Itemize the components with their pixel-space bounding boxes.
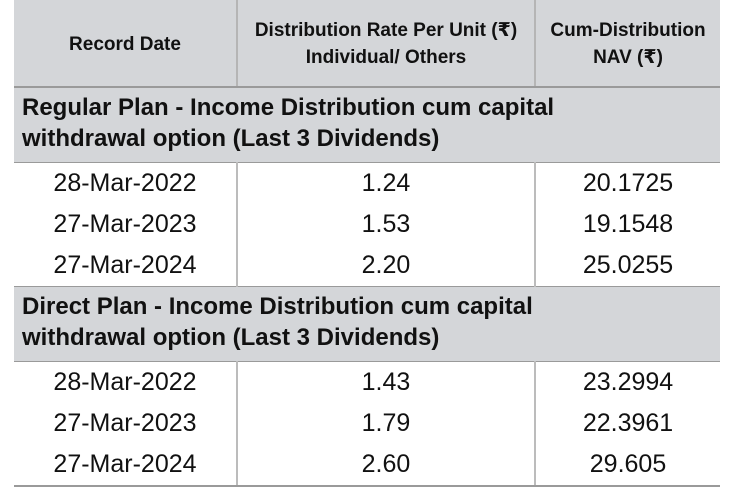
section-title-line2: withdrawal option (Last 3 Dividends) [22,125,440,152]
dividend-history-table-container: Record Date Distribution Rate Per Unit (… [14,0,720,487]
record-date-header-label: Record Date [69,33,181,55]
record-date-header: Record Date [14,0,237,88]
distribution-rate-cell: 1.43 [236,361,535,403]
table-row: 27-Mar-2024 2.60 29.605 [14,444,720,487]
table-row: 27-Mar-2023 1.53 19.1548 [14,204,720,245]
cum-nav-cell: 29.605 [534,444,720,487]
table-row: 27-Mar-2023 1.79 22.3961 [14,403,720,444]
cum-nav-cell: 23.2994 [534,361,720,403]
cum-nav-cell: 19.1548 [534,204,720,245]
distribution-rate-cell: 2.60 [236,444,535,487]
record-date-cell: 27-Mar-2024 [14,245,237,287]
record-date-cell: 27-Mar-2023 [14,204,237,245]
cum-nav-header: Cum-Distribution NAV (₹) [534,0,720,88]
section-title-line1: Direct Plan - Income Distribution cum ca… [22,293,533,320]
distribution-rate-cell: 1.53 [236,204,535,245]
cum-nav-cell: 22.3961 [534,403,720,444]
distribution-rate-header: Distribution Rate Per Unit (₹) Individua… [236,0,535,88]
cum-nav-header-line1: Cum-Distribution [550,20,706,41]
record-date-cell: 28-Mar-2022 [14,162,237,204]
cum-nav-cell: 25.0255 [534,245,720,287]
record-date-cell: 27-Mar-2023 [14,403,237,444]
table-row: 27-Mar-2024 2.20 25.0255 [14,245,720,287]
dividend-history-table: Record Date Distribution Rate Per Unit (… [14,0,720,487]
record-date-cell: 28-Mar-2022 [14,361,237,403]
table-row: 28-Mar-2022 1.43 23.2994 [14,361,720,403]
distribution-rate-cell: 1.24 [236,162,535,204]
section-header-regular-plan: Regular Plan - Income Distribution cum c… [14,86,720,163]
section-title-regular-plan: Regular Plan - Income Distribution cum c… [14,86,720,163]
distribution-rate-cell: 2.20 [236,245,535,287]
table-row: 28-Mar-2022 1.24 20.1725 [14,162,720,204]
cum-nav-cell: 20.1725 [534,162,720,204]
section-title-direct-plan: Direct Plan - Income Distribution cum ca… [14,286,720,362]
record-date-cell: 27-Mar-2024 [14,444,237,487]
distribution-rate-header-line1: Distribution Rate Per Unit (₹) [254,20,518,41]
section-title-line1: Regular Plan - Income Distribution cum c… [22,94,555,121]
section-title-line2: withdrawal option (Last 3 Dividends) [22,324,440,351]
cum-nav-header-line2: NAV (₹) [593,47,663,68]
section-header-direct-plan: Direct Plan - Income Distribution cum ca… [14,286,720,362]
distribution-rate-header-line2: Individual/ Others [305,47,467,68]
header-row: Record Date Distribution Rate Per Unit (… [14,0,720,88]
distribution-rate-cell: 1.79 [236,403,535,444]
